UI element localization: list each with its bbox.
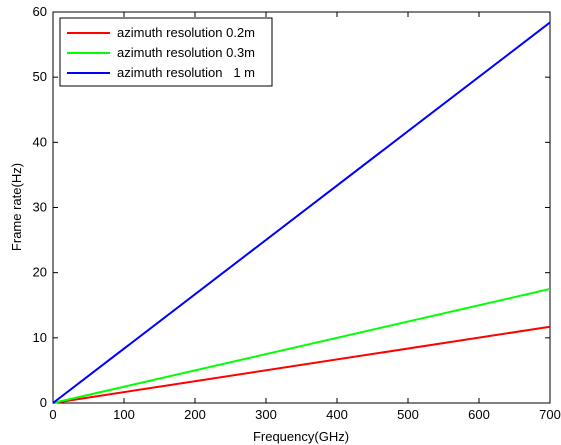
y-tick-labels: 0 10 20 30 40 50 60 bbox=[33, 4, 47, 410]
x-tick-label: 400 bbox=[326, 407, 348, 422]
series-line bbox=[52, 325, 551, 404]
x-tick-label: 0 bbox=[49, 407, 56, 422]
y-tick-label: 0 bbox=[40, 395, 47, 410]
x-tick-label: 200 bbox=[184, 407, 206, 422]
legend-label: azimuth resolution 0.3m bbox=[117, 45, 255, 60]
y-tick-label: 10 bbox=[33, 330, 47, 345]
y-tick-label: 20 bbox=[33, 265, 47, 280]
x-axis-title: Frequency(GHz) bbox=[253, 429, 349, 444]
y-tick-label: 40 bbox=[33, 134, 47, 149]
y-tick-label: 50 bbox=[33, 69, 47, 84]
x-tick-label: 100 bbox=[113, 407, 135, 422]
legend: azimuth resolution 0.2m azimuth resolutio… bbox=[59, 17, 273, 87]
x-tick-label: 600 bbox=[468, 407, 490, 422]
legend-label: azimuth resolution 0.2m bbox=[117, 25, 255, 40]
y-tick-label: 30 bbox=[33, 200, 47, 215]
x-tick-label: 500 bbox=[397, 407, 419, 422]
legend-label: azimuth resolution 1 m bbox=[117, 65, 255, 80]
y-axis-title: Frame rate(Hz) bbox=[9, 163, 24, 251]
axis-ticks bbox=[52, 11, 551, 404]
y-tick-label: 60 bbox=[33, 4, 47, 19]
series-line bbox=[52, 287, 551, 404]
x-tick-label: 700 bbox=[539, 407, 561, 422]
x-tick-label: 300 bbox=[255, 407, 277, 422]
series-line bbox=[52, 21, 551, 404]
series-lines bbox=[52, 21, 551, 404]
x-tick-labels: 0 100 200 300 400 500 600 700 bbox=[49, 407, 560, 422]
